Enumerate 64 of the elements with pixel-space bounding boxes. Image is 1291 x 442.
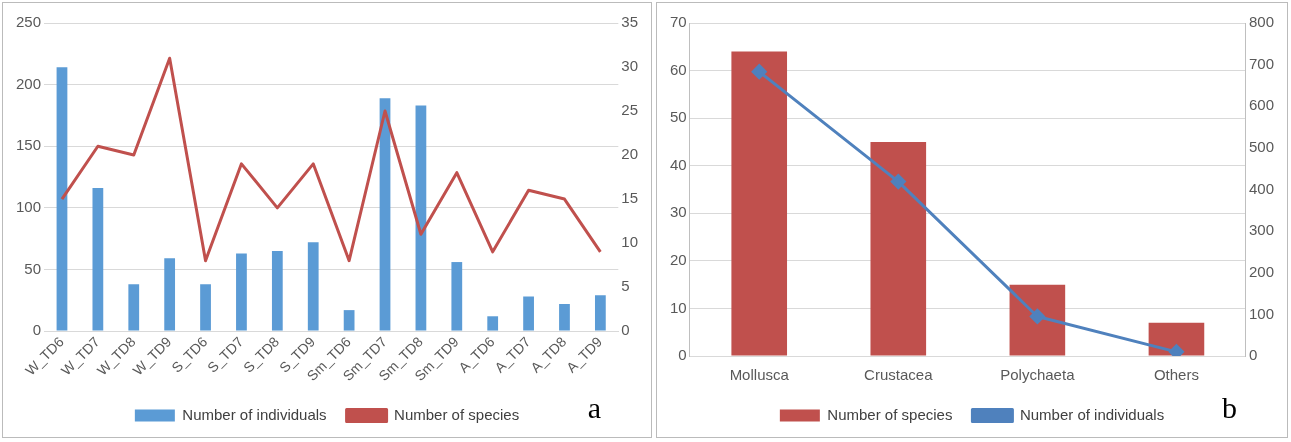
bar [1148,322,1205,356]
bar [92,188,104,331]
point [1029,308,1045,324]
y2-tick-label: 5 [621,277,630,295]
bar [1009,284,1066,356]
y2-tick-label: 0 [1248,346,1258,364]
y-tick-label: 150 [16,136,42,154]
y-tick-label: 40 [670,155,687,173]
y2-tick-label: 400 [1248,179,1274,197]
y2-tick-label: 10 [621,233,638,251]
bar [451,262,463,331]
x-tick-label: Others [1153,366,1199,384]
bar [731,51,788,356]
bar [415,105,427,331]
y-tick-label: 250 [16,13,42,31]
x-tick-label: Crustacea [864,366,934,384]
legend-label: Number of individuals [1019,405,1165,423]
y-tick-label: 50 [24,259,42,277]
y2-tick-label: 30 [621,57,638,75]
y2-tick-label: 35 [621,13,638,31]
y-tick-label: 200 [16,74,42,92]
y2-tick-label: 700 [1248,54,1274,72]
bar [343,310,355,331]
y2-tick-label: 500 [1248,138,1274,156]
y-tick-label: 50 [670,108,687,126]
y-tick-label: 20 [670,251,687,268]
y2-tick-label: 300 [1248,221,1274,239]
point [890,174,906,190]
bar [559,303,570,331]
bar [487,316,499,331]
x-tick-label: Mollusca [729,366,790,384]
y2-tick-label: 20 [621,145,638,163]
y2-tick-label: 15 [621,189,638,207]
bar [56,67,68,331]
y-tick-label: 30 [670,203,687,221]
y-tick-label: 70 [670,13,687,31]
y2-tick-label: 0 [621,321,630,339]
y-tick-label: 60 [670,60,687,78]
legend-label: Number of species [827,405,953,423]
y2-tick-label: 800 [1248,13,1274,31]
bar [594,295,606,331]
bar [271,250,283,331]
text: b [1222,390,1237,424]
bar [236,253,247,331]
text: a [587,390,601,424]
y2-tick-label: 100 [1248,304,1274,322]
y-tick-label: 100 [16,197,42,215]
bar [870,141,927,356]
y-tick-label: 0 [32,321,42,339]
x-tick-label: Polychaeta [1000,366,1076,384]
y2-tick-label: 200 [1248,262,1274,280]
y-tick-label: 10 [670,298,687,316]
bar [307,242,319,331]
bar [523,296,534,331]
legend-label: Number of individuals [182,405,327,423]
bar [128,284,140,331]
y2-tick-label: 600 [1248,96,1274,114]
point [1168,344,1184,356]
bar [164,258,176,331]
legend-label: Number of species [394,405,520,423]
y2-tick-label: 25 [621,101,638,119]
point [751,64,767,80]
bar [200,284,211,331]
y-tick-label: 0 [678,346,687,364]
